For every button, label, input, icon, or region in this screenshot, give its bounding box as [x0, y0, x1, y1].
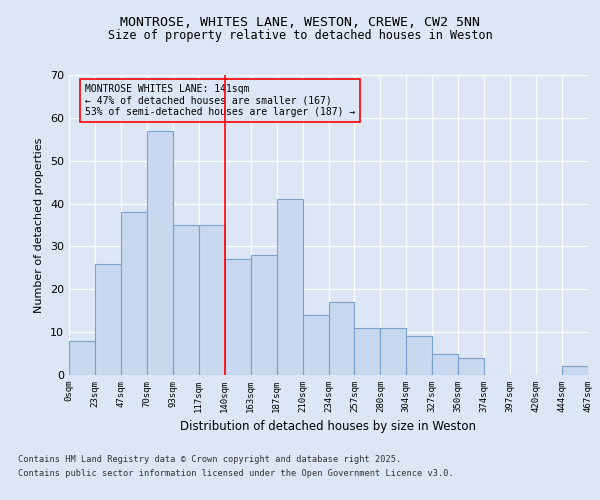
Bar: [329, 302, 355, 375]
Bar: [433, 354, 458, 375]
Bar: [251, 255, 277, 375]
Text: MONTROSE WHITES LANE: 141sqm
← 47% of detached houses are smaller (167)
53% of s: MONTROSE WHITES LANE: 141sqm ← 47% of de…: [85, 84, 355, 117]
Text: Size of property relative to detached houses in Weston: Size of property relative to detached ho…: [107, 28, 493, 42]
Bar: [199, 225, 224, 375]
Bar: [302, 315, 329, 375]
Bar: [406, 336, 432, 375]
Bar: [173, 225, 199, 375]
Bar: [147, 130, 173, 375]
Bar: [277, 200, 302, 375]
Bar: [562, 366, 588, 375]
Bar: [355, 328, 380, 375]
Text: MONTROSE, WHITES LANE, WESTON, CREWE, CW2 5NN: MONTROSE, WHITES LANE, WESTON, CREWE, CW…: [120, 16, 480, 29]
Text: Contains public sector information licensed under the Open Government Licence v3: Contains public sector information licen…: [18, 469, 454, 478]
Bar: [69, 340, 95, 375]
Text: Contains HM Land Registry data © Crown copyright and database right 2025.: Contains HM Land Registry data © Crown c…: [18, 456, 401, 464]
Y-axis label: Number of detached properties: Number of detached properties: [34, 138, 44, 312]
Bar: [95, 264, 121, 375]
Bar: [458, 358, 484, 375]
Bar: [121, 212, 147, 375]
Bar: [380, 328, 406, 375]
X-axis label: Distribution of detached houses by size in Weston: Distribution of detached houses by size …: [181, 420, 476, 434]
Bar: [225, 260, 251, 375]
